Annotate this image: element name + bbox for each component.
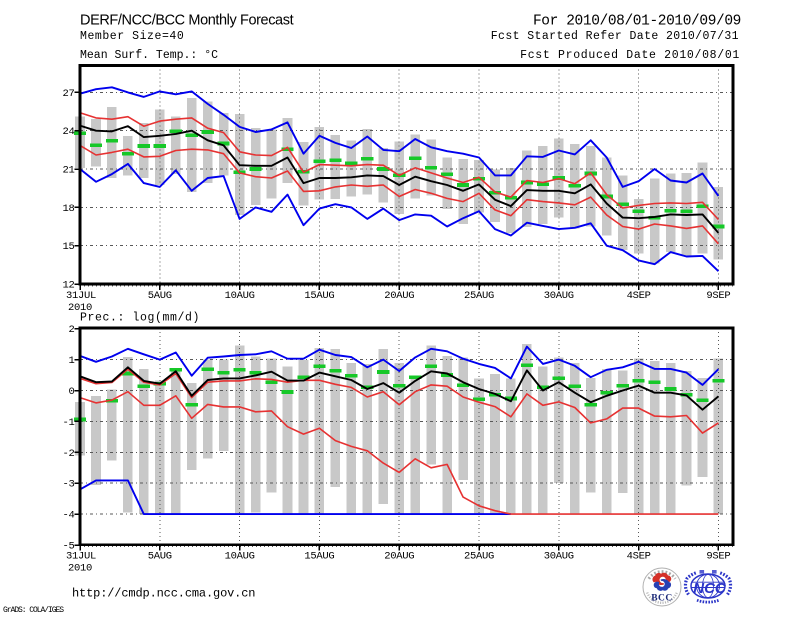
- svg-text:21: 21: [62, 165, 74, 177]
- svg-text:DERF/NCC/BCC Monthly Forecast: DERF/NCC/BCC Monthly Forecast: [80, 13, 294, 29]
- svg-text:18: 18: [62, 203, 74, 215]
- svg-text:12: 12: [62, 280, 74, 292]
- svg-text:-5: -5: [62, 541, 74, 553]
- svg-text:2010: 2010: [68, 563, 92, 575]
- svg-text:5AUG: 5AUG: [148, 290, 172, 302]
- svg-text:30AUG: 30AUG: [544, 290, 574, 302]
- svg-text:25AUG: 25AUG: [464, 290, 494, 302]
- svg-text:15: 15: [62, 241, 74, 253]
- svg-text:9SEP: 9SEP: [706, 551, 730, 563]
- svg-text:Prec.: log(mm/d): Prec.: log(mm/d): [80, 312, 200, 325]
- svg-text:Fcst Started Refer Date 2010/0: Fcst Started Refer Date 2010/07/31: [491, 30, 739, 43]
- svg-text:NCC: NCC: [693, 580, 727, 597]
- svg-text:-1: -1: [62, 417, 74, 429]
- svg-text:30AUG: 30AUG: [544, 551, 574, 563]
- svg-text:2010: 2010: [68, 302, 92, 314]
- svg-text:4SEP: 4SEP: [627, 290, 651, 302]
- svg-text:-3: -3: [62, 479, 74, 491]
- svg-text:25AUG: 25AUG: [464, 551, 494, 563]
- svg-text:Fcst Produced Date 2010/08/01: Fcst Produced Date 2010/08/01: [520, 49, 740, 62]
- svg-text:10AUG: 10AUG: [225, 551, 255, 563]
- svg-text:1: 1: [68, 355, 74, 367]
- svg-text:31JUL: 31JUL: [66, 551, 96, 563]
- svg-text:Mean Surf. Temp.: °C: Mean Surf. Temp.: °C: [80, 49, 218, 62]
- svg-text:BCC: BCC: [651, 594, 673, 604]
- svg-text:31JUL: 31JUL: [66, 290, 96, 302]
- svg-text:http://cmdp.ncc.cma.gov.cn: http://cmdp.ncc.cma.gov.cn: [72, 587, 255, 601]
- svg-text:2: 2: [68, 324, 74, 336]
- svg-text:-2: -2: [62, 448, 74, 460]
- svg-text:Member Size=40: Member Size=40: [80, 30, 184, 43]
- svg-text:For 2010/08/01-2010/09/09: For 2010/08/01-2010/09/09: [533, 14, 741, 30]
- svg-text:9SEP: 9SEP: [706, 290, 730, 302]
- svg-text:15AUG: 15AUG: [304, 290, 334, 302]
- svg-text:10AUG: 10AUG: [225, 290, 255, 302]
- svg-text:20AUG: 20AUG: [384, 551, 414, 563]
- svg-text:5AUG: 5AUG: [148, 551, 172, 563]
- svg-text:4SEP: 4SEP: [627, 551, 651, 563]
- svg-text:15AUG: 15AUG: [304, 551, 334, 563]
- svg-text:27: 27: [62, 88, 74, 100]
- svg-text:-4: -4: [62, 510, 74, 522]
- svg-text:GrADS: COLA/IGES: GrADS: COLA/IGES: [3, 606, 64, 615]
- svg-text:20AUG: 20AUG: [384, 290, 414, 302]
- svg-text:0: 0: [68, 386, 74, 398]
- svg-text:24: 24: [62, 126, 74, 138]
